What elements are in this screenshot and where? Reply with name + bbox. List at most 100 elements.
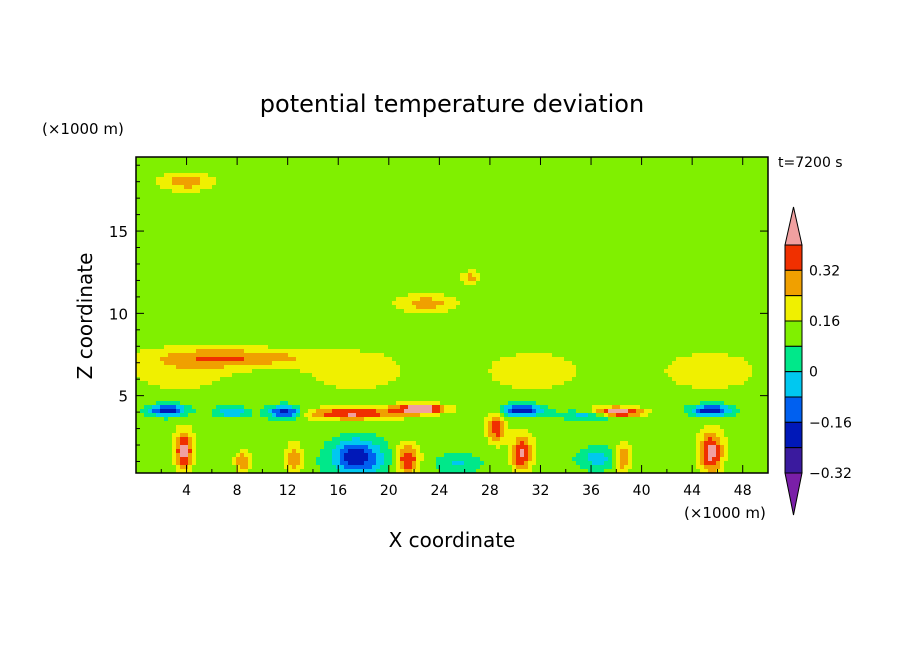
heat-cell bbox=[420, 245, 425, 250]
heat-cell bbox=[480, 249, 485, 254]
heat-cell bbox=[288, 261, 293, 266]
heat-cell bbox=[384, 265, 389, 270]
heat-cell bbox=[584, 273, 589, 278]
heat-cell bbox=[736, 229, 741, 234]
heat-cell bbox=[220, 229, 225, 234]
heat-cell bbox=[296, 245, 301, 250]
heat-cell bbox=[408, 277, 413, 282]
heat-cell bbox=[396, 277, 401, 282]
heat-cell bbox=[500, 213, 505, 218]
heat-cell bbox=[580, 233, 585, 238]
heat-cell bbox=[372, 165, 377, 170]
heat-cell bbox=[384, 269, 389, 274]
heat-cell bbox=[652, 201, 657, 206]
heat-cell bbox=[440, 225, 445, 230]
heat-cell bbox=[252, 189, 257, 194]
heat-cell bbox=[372, 265, 377, 270]
heat-cell bbox=[496, 169, 501, 174]
heat-cell bbox=[192, 229, 197, 234]
heat-cell bbox=[400, 281, 405, 286]
heat-cell bbox=[220, 169, 225, 174]
heat-cell bbox=[376, 245, 381, 250]
heat-cell bbox=[336, 225, 341, 230]
heat-cell bbox=[444, 205, 449, 210]
heat-cell bbox=[172, 245, 177, 250]
heat-cell bbox=[324, 225, 329, 230]
heat-cell bbox=[360, 269, 365, 274]
heat-cell bbox=[628, 209, 633, 214]
heat-cell bbox=[372, 257, 377, 262]
heat-cell bbox=[724, 253, 729, 258]
heat-cell bbox=[744, 193, 749, 198]
heat-cell bbox=[672, 229, 677, 234]
heat-cell bbox=[708, 221, 713, 226]
heat-cell bbox=[152, 241, 157, 246]
heat-cell bbox=[176, 245, 181, 250]
heat-cell bbox=[540, 257, 545, 262]
heat-cell bbox=[264, 265, 269, 270]
heat-cell bbox=[564, 189, 569, 194]
heat-cell bbox=[272, 197, 277, 202]
heat-cell bbox=[528, 157, 533, 162]
heat-cell bbox=[212, 277, 217, 282]
heat-cell bbox=[228, 201, 233, 206]
heat-cell bbox=[424, 181, 429, 186]
heat-cell bbox=[340, 197, 345, 202]
heat-cell bbox=[344, 253, 349, 258]
heat-cell bbox=[368, 181, 373, 186]
heat-cell bbox=[332, 181, 337, 186]
heat-cell bbox=[272, 221, 277, 226]
heat-cell bbox=[184, 165, 189, 170]
heat-cell bbox=[164, 213, 169, 218]
heat-cell bbox=[412, 225, 417, 230]
heat-cell bbox=[520, 265, 525, 270]
heat-cell bbox=[252, 185, 257, 190]
heat-cell bbox=[468, 269, 473, 274]
heat-cell bbox=[632, 161, 637, 166]
heat-cell bbox=[308, 277, 313, 282]
heat-cell bbox=[672, 233, 677, 238]
heat-cell bbox=[516, 185, 521, 190]
heat-cell bbox=[496, 189, 501, 194]
heat-cell bbox=[660, 269, 665, 274]
heat-cell bbox=[652, 173, 657, 178]
heat-cell bbox=[564, 181, 569, 186]
heat-cell bbox=[212, 173, 217, 178]
heat-cell bbox=[220, 201, 225, 206]
heat-cell bbox=[548, 189, 553, 194]
heat-cell bbox=[528, 165, 533, 170]
heat-cell bbox=[356, 201, 361, 206]
heat-cell bbox=[552, 245, 557, 250]
heat-cell bbox=[472, 205, 477, 210]
heat-cell bbox=[624, 201, 629, 206]
heat-cell bbox=[248, 217, 253, 222]
heat-cell bbox=[748, 177, 753, 182]
heat-cell bbox=[372, 213, 377, 218]
heat-cell bbox=[408, 205, 413, 210]
heat-cell bbox=[212, 229, 217, 234]
heat-cell bbox=[348, 253, 353, 258]
heat-cell bbox=[388, 209, 393, 214]
heat-cell bbox=[504, 161, 509, 166]
heat-cell bbox=[156, 217, 161, 222]
heat-cell bbox=[764, 193, 769, 198]
heat-cell bbox=[624, 257, 629, 262]
heat-cell bbox=[648, 253, 653, 258]
heat-cell bbox=[392, 269, 397, 274]
heat-cell bbox=[292, 221, 297, 226]
heat-cell bbox=[144, 161, 149, 166]
heat-cell bbox=[292, 269, 297, 274]
heat-cell bbox=[248, 241, 253, 246]
heat-cell bbox=[684, 209, 689, 214]
heat-cell bbox=[552, 265, 557, 270]
heat-cell bbox=[504, 173, 509, 178]
heat-cell bbox=[372, 261, 377, 266]
heat-cell bbox=[136, 241, 141, 246]
heat-cell bbox=[184, 261, 189, 266]
heat-cell bbox=[180, 225, 185, 230]
heat-cell bbox=[360, 193, 365, 198]
heat-cell bbox=[548, 213, 553, 218]
heat-cell bbox=[520, 229, 525, 234]
heat-cell bbox=[448, 193, 453, 198]
heat-cell bbox=[720, 249, 725, 254]
